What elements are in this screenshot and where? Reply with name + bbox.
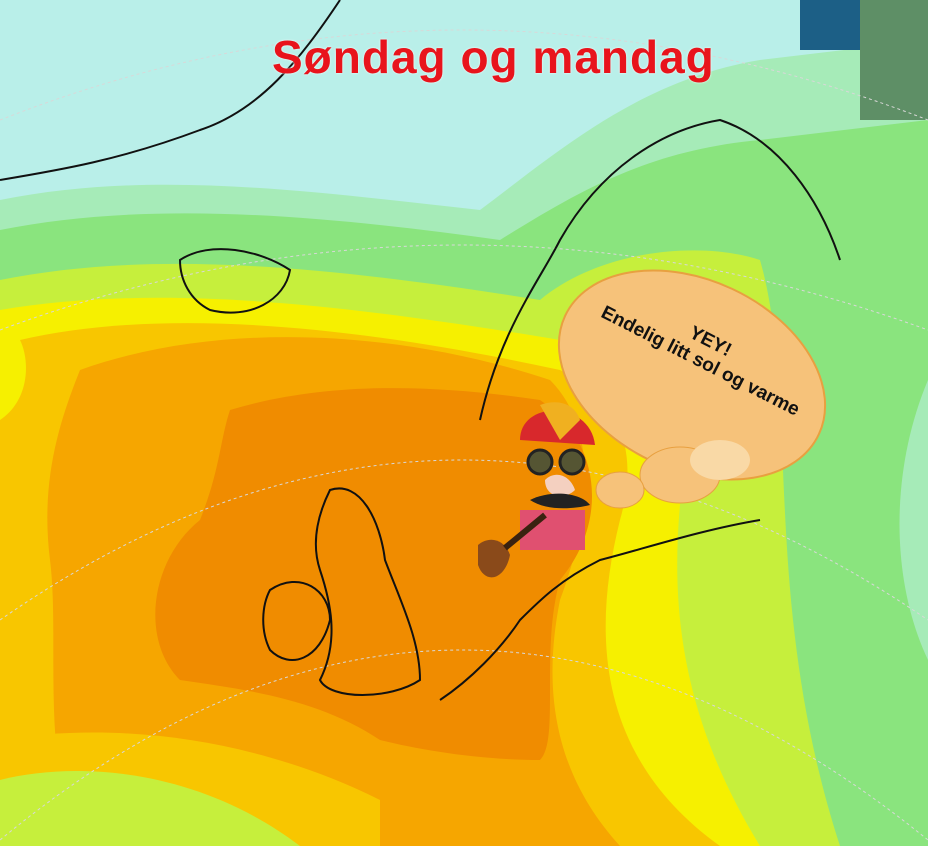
thought-bubble-icon xyxy=(557,269,827,509)
continent-coast xyxy=(439,519,761,701)
graticule xyxy=(0,29,928,841)
cartoon-character-with-pipe-icon xyxy=(478,402,595,578)
band-lime-lower xyxy=(0,771,300,846)
map-title: Søndag og mandag xyxy=(272,31,715,83)
iceland xyxy=(178,248,292,314)
sea-corner xyxy=(800,0,860,50)
coastlines xyxy=(0,0,841,701)
ireland xyxy=(262,580,332,661)
greenland xyxy=(0,0,341,181)
land-corner xyxy=(860,0,928,120)
scandinavia xyxy=(479,118,841,421)
band-dark-orange xyxy=(155,388,593,760)
band-light-green-right xyxy=(899,380,928,660)
great-britain xyxy=(314,487,422,696)
